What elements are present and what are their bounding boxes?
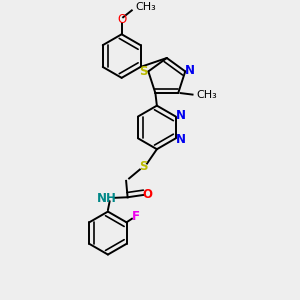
Text: N: N bbox=[176, 109, 186, 122]
Text: NH: NH bbox=[98, 192, 117, 205]
Text: F: F bbox=[132, 211, 140, 224]
Text: O: O bbox=[117, 14, 126, 26]
Text: CH₃: CH₃ bbox=[136, 2, 156, 12]
Text: N: N bbox=[185, 64, 195, 77]
Text: O: O bbox=[142, 188, 153, 201]
Text: CH₃: CH₃ bbox=[196, 90, 217, 100]
Text: N: N bbox=[176, 133, 186, 146]
Text: S: S bbox=[139, 65, 147, 78]
Text: S: S bbox=[139, 160, 148, 173]
